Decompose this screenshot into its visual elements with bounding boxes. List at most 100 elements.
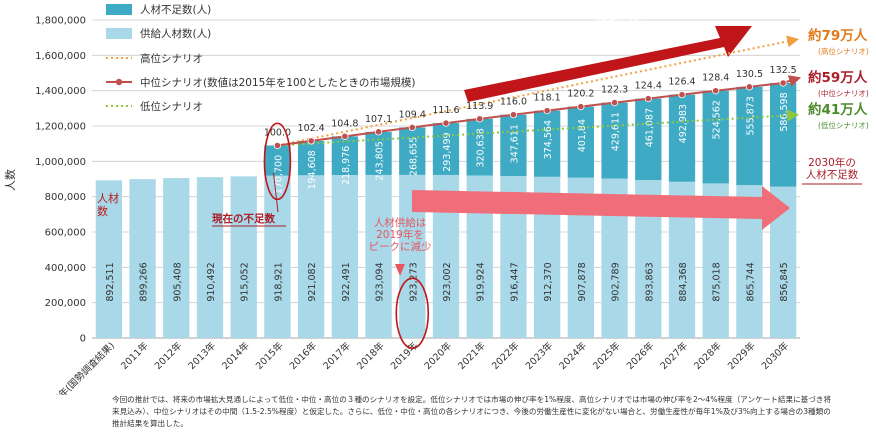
shortage-value-label: 243,805	[375, 141, 386, 180]
mid-total-label: 約59万人	[808, 69, 868, 86]
shortage-2030-label-line-1: 人材不足数	[806, 168, 859, 181]
shortage-bar	[331, 136, 359, 176]
y-axis-label: 人数	[4, 169, 17, 191]
supply-value-label: 899,266	[139, 262, 150, 301]
shortage-bar	[500, 114, 527, 177]
shortage-2030-label-line-0: 2030年の	[808, 156, 856, 169]
supply-bar	[365, 174, 392, 338]
shortage-value-label: 586,598	[779, 92, 790, 131]
y-tick-label: 0	[80, 334, 86, 345]
mid-scenario-point	[341, 132, 349, 140]
supply-bar	[297, 175, 325, 338]
y-tick-label: 400,000	[45, 263, 86, 274]
mid-total-caption: (中位シナリオ)	[818, 88, 869, 98]
market-index-label: 128.4	[702, 73, 729, 84]
legend-label-mid: 中位シナリオ(数値は2015年を100としたときの市場規模)	[140, 76, 415, 89]
mid-scenario-point	[273, 141, 282, 150]
footnote: 今回の推計では、将来の市場拡大見通しによって低位・中位・高位の３種のシナリオを設…	[112, 395, 832, 428]
shortage-bar	[769, 82, 797, 187]
supply-peak-label-line-0: 人材供給は	[374, 216, 427, 229]
mid-scenario-point	[610, 99, 619, 107]
y-tick-label: 1,000,000	[35, 157, 86, 168]
supply-value-label: 905,408	[172, 262, 183, 301]
shortage-value-label: 347,611	[509, 124, 520, 163]
market-index-label: 124.4	[635, 81, 662, 92]
supply-bar	[331, 175, 359, 338]
mid-scenario-point	[408, 123, 416, 132]
mid-scenario-point	[577, 103, 585, 111]
low-total-caption: (低位シナリオ)	[818, 120, 869, 130]
mid-scenario-point	[543, 107, 551, 115]
x-tick-label: 2013年	[186, 339, 219, 372]
market-index-label: 104.8	[331, 118, 358, 129]
shortage-bar	[702, 90, 729, 184]
supply-value-label: 907,878	[577, 262, 588, 301]
market-index-label: 109.4	[399, 109, 426, 120]
legend-label-high: 高位シナリオ	[140, 52, 203, 65]
y-tick-label: 1,800,000	[35, 16, 86, 27]
x-tick-label: 2011年	[118, 339, 151, 372]
current-shortage-ring	[263, 122, 292, 201]
supply-value-label: 923,094	[375, 262, 386, 301]
y-tick-label: 1,200,000	[35, 122, 86, 133]
x-tick-label: 2028年	[692, 339, 725, 372]
supply-value-label: 893,863	[644, 262, 655, 301]
workforce-label-line-1: 数	[97, 205, 108, 218]
shortage-value-label: 293,499	[442, 132, 453, 171]
supply-value-label: 884,368	[678, 262, 689, 301]
high-total-caption: (高位シナリオ)	[818, 46, 869, 56]
legend-swatch-supply	[106, 28, 132, 39]
shortage-value-label: 170,700	[273, 155, 284, 194]
mid-scenario-point	[745, 83, 754, 91]
supply-value-label: 856,845	[779, 262, 790, 301]
supply-value-label: 919,924	[476, 262, 487, 301]
mid-scenario-point	[644, 95, 652, 103]
shortage-value-label: 429,611	[611, 112, 622, 151]
y-tick-label: 1,400,000	[35, 86, 86, 97]
mid-scenario-point	[442, 119, 450, 127]
shortage-bar	[736, 86, 763, 186]
shortage-bar	[297, 140, 325, 176]
supply-bar	[163, 178, 190, 338]
supply-peak-label-line-1: 2019年を	[376, 228, 424, 241]
legend-label-low: 低位シナリオ	[140, 100, 203, 113]
low-total-label: 約41万人	[808, 101, 868, 118]
mid-scenario-point	[779, 79, 787, 87]
x-tick-label: 2014年	[220, 339, 253, 372]
shortage-bar	[466, 118, 493, 176]
supply-value-label: 922,491	[341, 262, 352, 301]
supply-bar	[196, 177, 224, 338]
market-growth-arrow	[464, 26, 752, 102]
supply-value-label: 902,789	[611, 262, 622, 301]
supply-value-label: 921,082	[307, 262, 318, 301]
x-tick-label: 2015年	[253, 339, 286, 372]
shortage-value-label: 218,976	[341, 146, 352, 185]
current-shortage-label: 現在の不足数	[212, 212, 275, 225]
supply-value-label: 918,921	[273, 262, 284, 301]
supply-bar	[95, 180, 123, 338]
market-index-label: 107.1	[365, 114, 392, 125]
y-tick-label: 800,000	[45, 192, 86, 203]
x-tick-label: 2012年	[152, 339, 185, 372]
supply-value-label: 865,744	[745, 262, 756, 301]
supply-value-label: 923,273	[408, 262, 419, 301]
x-tick-label: 2025年	[590, 339, 623, 372]
shortage-value-label: 492,983	[678, 104, 689, 143]
high-scenario-line	[277, 35, 800, 147]
shortage-bar	[264, 145, 291, 176]
market-index-label: 113.9	[466, 101, 493, 112]
supply-value-label: 912,370	[543, 262, 554, 301]
current-shortage-leader	[272, 172, 279, 213]
x-tick-label: 2017年	[321, 339, 354, 372]
chart: 0 200,000 400,000 600,000 800,000 1,000,000 1,…	[4, 3, 869, 395]
x-tick-label: 2027年	[658, 339, 691, 372]
market-index-label: 132.5	[770, 65, 797, 76]
shortage-bar	[533, 110, 561, 177]
market-index-label: 130.5	[736, 69, 763, 80]
x-tick-label: 2024年	[557, 339, 590, 372]
mid-scenario-point	[509, 111, 518, 119]
shortage-value-label: 194,608	[307, 150, 318, 189]
shortage-value-label: 555,873	[745, 96, 756, 135]
shortage-bar	[635, 98, 662, 181]
mid-scenario-point	[307, 137, 315, 145]
